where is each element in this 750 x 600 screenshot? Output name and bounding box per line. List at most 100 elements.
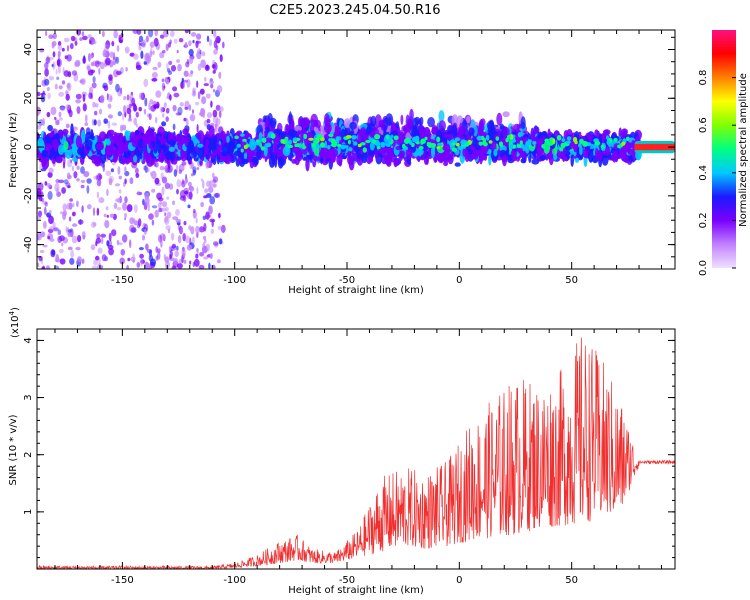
spectrogram-cell — [186, 78, 191, 88]
spectrogram-cell — [157, 197, 164, 202]
spectrogram-cell — [188, 191, 193, 200]
spectrogram-cell — [495, 136, 500, 141]
spectrogram-cell — [160, 135, 164, 145]
spectrogram-cell — [37, 124, 42, 130]
spectrogram-cell — [55, 155, 63, 164]
spectrogram-cell — [98, 197, 105, 204]
spectrogram-cell — [62, 203, 67, 212]
spectrogram-cell — [76, 165, 80, 170]
spectrogram-cell — [606, 135, 609, 140]
spectrogram-cell — [58, 144, 65, 155]
spectrogram-cell — [44, 181, 48, 186]
spectrogram-cell — [127, 257, 131, 262]
spectrogram-cell — [476, 135, 482, 141]
spectrogram-cell — [357, 143, 362, 148]
spectrogram-cell — [124, 46, 130, 54]
spectrogram-cell — [176, 188, 179, 195]
spectrogram-cell — [44, 78, 50, 86]
spectrogram-cell — [47, 190, 53, 200]
spectrogram-cell — [82, 56, 87, 64]
spectrogram-cell — [165, 116, 169, 122]
spectrogram-cell — [159, 200, 163, 205]
spectrogram-cell — [48, 215, 54, 225]
spectrogram-cell — [336, 154, 343, 166]
spectrogram-cell — [134, 204, 138, 213]
spectrogram-cell — [578, 142, 582, 148]
spectrogram-cell — [160, 239, 163, 248]
spectrogram-cell — [173, 92, 180, 98]
spectrogram-cell — [58, 91, 65, 97]
spectrogram-cell — [148, 30, 154, 38]
spectrogram-cell — [161, 82, 166, 92]
spectrogram-cell — [96, 207, 100, 216]
spectrogram-cell — [502, 111, 510, 118]
spectrogram-cell — [116, 207, 122, 211]
spectrogram-cell — [170, 30, 175, 37]
spectrogram-cell — [195, 40, 199, 49]
spectrogram-cell — [69, 43, 74, 50]
spectrogram-cell — [70, 123, 74, 136]
spectrogram-cell — [409, 108, 414, 122]
spectrogram-cell — [55, 69, 58, 75]
spectrogram-cell — [469, 153, 477, 159]
spectrogram-cell — [602, 129, 611, 135]
spectrogram-cell — [303, 133, 308, 139]
spectrogram-cell — [86, 178, 92, 184]
spectrogram-cell — [101, 30, 105, 38]
spectrogram-cell — [108, 175, 114, 183]
spectrogram-cell — [177, 142, 183, 150]
spectrogram-cell — [295, 148, 303, 162]
spectrogram-cell — [200, 201, 204, 208]
spectrogram-cell — [163, 102, 167, 108]
spectrogram-cell — [106, 188, 109, 197]
spectrogram-cell — [48, 76, 55, 81]
spectrogram-cell — [61, 242, 64, 247]
colorbar-tick-label: 0.0 — [698, 260, 709, 276]
spectrogram-cell — [168, 183, 174, 190]
spectrogram-cell — [537, 131, 543, 140]
spectrogram-cell — [108, 74, 113, 81]
spectrogram-cell — [90, 69, 96, 74]
spectrogram-cell — [351, 135, 357, 140]
spectrogram-cell — [552, 138, 556, 145]
spectrogram-cell — [196, 232, 199, 238]
spectrogram-cell — [59, 129, 64, 140]
spectrogram-cell — [39, 250, 45, 253]
spectrogram-cell — [79, 219, 82, 225]
spectrogram-cell — [118, 36, 124, 44]
spectrogram-cell — [67, 158, 73, 168]
spectrogram-cell — [192, 166, 197, 174]
spectrogram-cell — [480, 135, 485, 141]
snr-y-scale-close: ) — [10, 307, 21, 311]
spectrogram-cell — [108, 232, 112, 242]
spectrogram-cell — [92, 101, 96, 108]
spectrogram-x-tick-label: 50 — [565, 275, 578, 286]
spectrogram-cell — [107, 103, 112, 109]
spectrogram-cell — [197, 91, 201, 100]
spectrogram-cell — [58, 85, 63, 90]
spectrogram-cell — [213, 30, 217, 38]
spectrogram-cell — [72, 223, 78, 227]
spectrogram-cell — [71, 165, 75, 172]
spectrogram-cell — [331, 148, 335, 158]
spectrogram-cell — [149, 41, 155, 48]
spectrogram-cell — [161, 78, 165, 83]
spectrogram-cell — [81, 31, 85, 37]
spectrogram-cell — [142, 198, 145, 206]
spectrogram-cell — [468, 127, 475, 136]
spectrogram-cell — [197, 144, 205, 159]
spectrogram-cell — [161, 201, 168, 208]
spectrogram-cell — [266, 142, 272, 148]
spectrogram-cell — [129, 217, 135, 225]
spectrogram-cell — [148, 265, 152, 269]
spectrogram-cell — [94, 110, 98, 116]
spectrogram-cell — [212, 241, 219, 246]
spectrogram-cell — [219, 106, 224, 112]
spectrogram-cell — [316, 156, 321, 161]
spectrogram-cell — [216, 85, 223, 94]
spectrogram-cell — [63, 37, 70, 43]
spectrogram-cell — [399, 150, 406, 158]
spectrogram-cell — [105, 139, 111, 146]
spectrogram-cell — [197, 130, 205, 142]
spectrogram-cell — [97, 263, 102, 269]
